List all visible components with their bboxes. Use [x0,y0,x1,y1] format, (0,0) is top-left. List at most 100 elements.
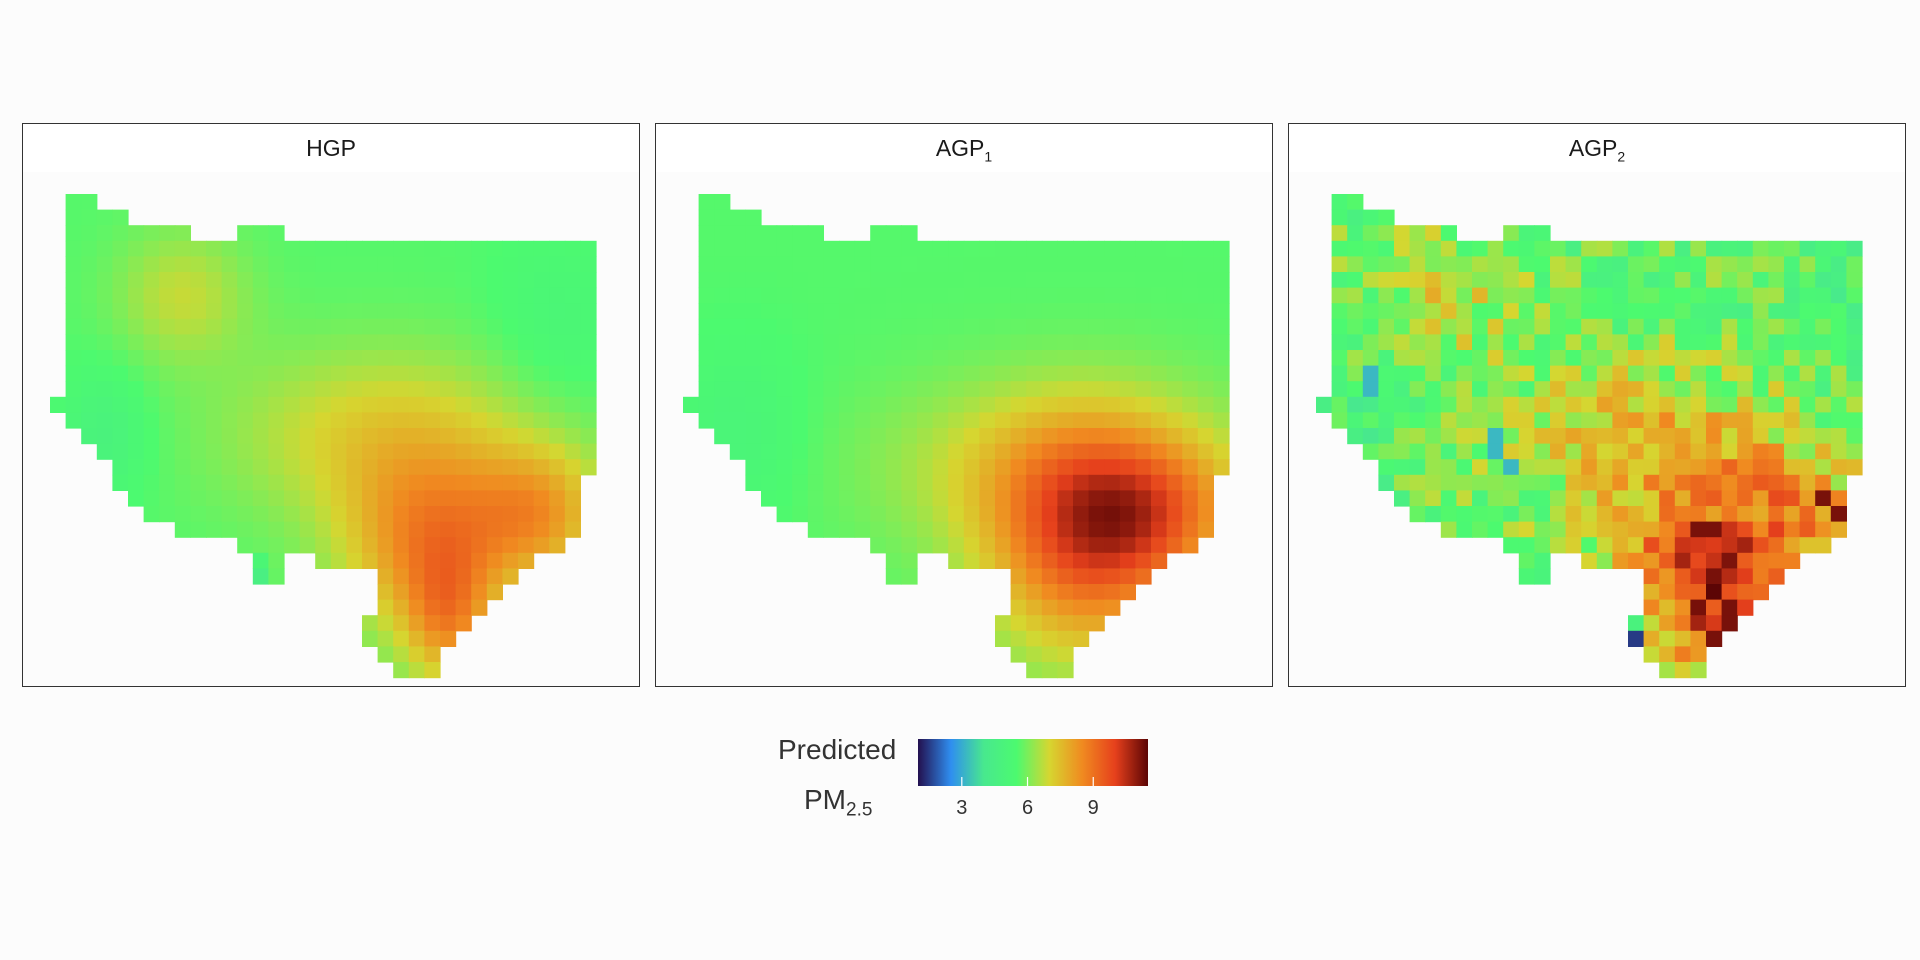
heatmap-cell [1581,428,1598,445]
heatmap-cell [1550,318,1567,335]
heatmap-cell [564,381,581,398]
heatmap-cell [81,350,98,367]
heatmap-cell [995,334,1012,351]
heatmap-cell [870,412,887,429]
heatmap-cell [564,396,581,413]
heatmap-cell [1768,521,1785,538]
heatmap-cell [979,287,996,304]
panel-title-hgp: HGP [22,123,640,173]
heatmap-cell [1440,459,1457,476]
heatmap-cell [346,334,363,351]
heatmap-cell [440,584,457,601]
heatmap-cell [885,474,902,491]
heatmap-cell [1596,459,1613,476]
heatmap-cell [1643,318,1660,335]
heatmap-cell [1151,521,1168,538]
heatmap-cell [792,365,809,382]
heatmap-cell [1534,365,1551,382]
heatmap-cell [1612,474,1629,491]
heatmap-cell [471,537,488,554]
heatmap-cell [549,443,566,460]
heatmap-cell [714,318,731,335]
heatmap-cell [237,396,254,413]
heatmap-cell [455,490,472,507]
heatmap-cell [1026,350,1043,367]
heatmap-cell [408,521,425,538]
heatmap-cell [1440,365,1457,382]
heatmap-cell [1815,412,1832,429]
heatmap-cell [917,490,934,507]
heatmap-cell [65,194,82,211]
heatmap-cell [112,381,129,398]
heatmap-cell [792,334,809,351]
heatmap-cell [1010,256,1027,273]
heatmap-cell [1378,443,1395,460]
heatmap-cell [901,521,918,538]
heatmap-cell [330,428,347,445]
heatmap-cell [65,334,82,351]
heatmap-cell [714,365,731,382]
heatmap-cell [96,272,113,289]
heatmap-cell [471,287,488,304]
heatmap-cell [1135,474,1152,491]
heatmap-cell [1628,537,1645,554]
heatmap-cell [1596,412,1613,429]
heatmap-cell [1088,381,1105,398]
heatmap-cell [1487,428,1504,445]
heatmap-cell [1057,428,1074,445]
heatmap-cell [901,350,918,367]
heatmap-cell [1628,318,1645,335]
heatmap-cell [1550,490,1567,507]
heatmap-cell [1057,521,1074,538]
heatmap-cell [455,506,472,523]
heatmap-cell [1503,350,1520,367]
heatmap-cell [362,412,379,429]
heatmap-cell [1643,412,1660,429]
heatmap-cell [1440,443,1457,460]
heatmap-cell [1151,474,1168,491]
heatmap-cell [549,318,566,335]
heatmap-cell [1784,521,1801,538]
heatmap-cell [128,334,145,351]
heatmap-cell [870,225,887,242]
heatmap-cell [346,381,363,398]
heatmap-cell [377,303,394,320]
heatmap-cell [1440,287,1457,304]
heatmap-cell [1503,240,1520,257]
heatmap-cell [440,381,457,398]
heatmap-cell [901,318,918,335]
heatmap-cell [455,350,472,367]
heatmap-cell [1628,552,1645,569]
heatmap-cell [1830,428,1847,445]
heatmap-cell [729,443,746,460]
heatmap-cell [792,350,809,367]
heatmap-cell [518,459,535,476]
heatmap-cell [1612,537,1629,554]
heatmap-cell [206,490,223,507]
heatmap-cell [1182,428,1199,445]
heatmap-cell [995,521,1012,538]
heatmap-cell [1119,537,1136,554]
heatmap-cell [1197,521,1214,538]
heatmap-cell [284,240,301,257]
heatmap-cell [1119,381,1136,398]
heatmap-cell [315,412,332,429]
heatmap-cell [1565,459,1582,476]
heatmap-cell [533,443,550,460]
heatmap-cell [346,240,363,257]
heatmap-cell [112,272,129,289]
heatmap-cell [1487,365,1504,382]
heatmap-cell [1409,381,1426,398]
heatmap-cell [995,412,1012,429]
heatmap-cell [1784,256,1801,273]
heatmap-cell [823,240,840,257]
heatmap-cell [1784,443,1801,460]
heatmap-cell [839,240,856,257]
heatmap-cell [533,240,550,257]
heatmap-cell [221,474,238,491]
heatmap-cell [1674,412,1691,429]
heatmap-cell [854,428,871,445]
heatmap-cell [237,537,254,554]
heatmap-cell [1565,256,1582,273]
heatmap-cell [1612,256,1629,273]
